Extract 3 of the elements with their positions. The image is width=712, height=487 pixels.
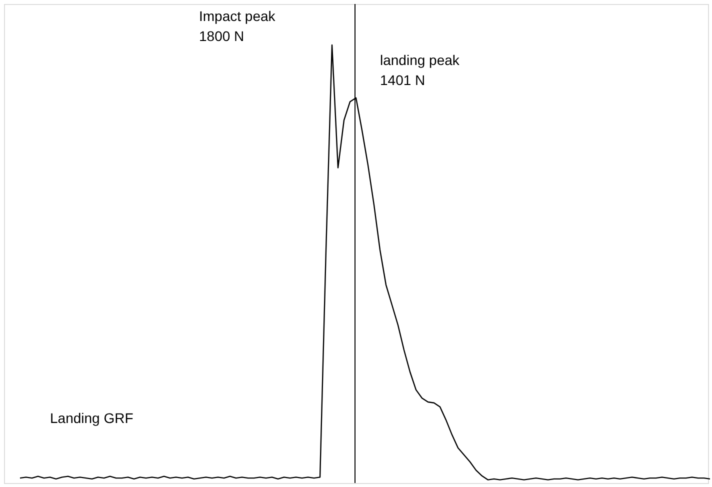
annotation: landing peak 1401 N bbox=[380, 52, 460, 88]
annotation: Landing GRF bbox=[50, 410, 134, 426]
text: Impact peak 1800 N bbox=[199, 8, 276, 44]
